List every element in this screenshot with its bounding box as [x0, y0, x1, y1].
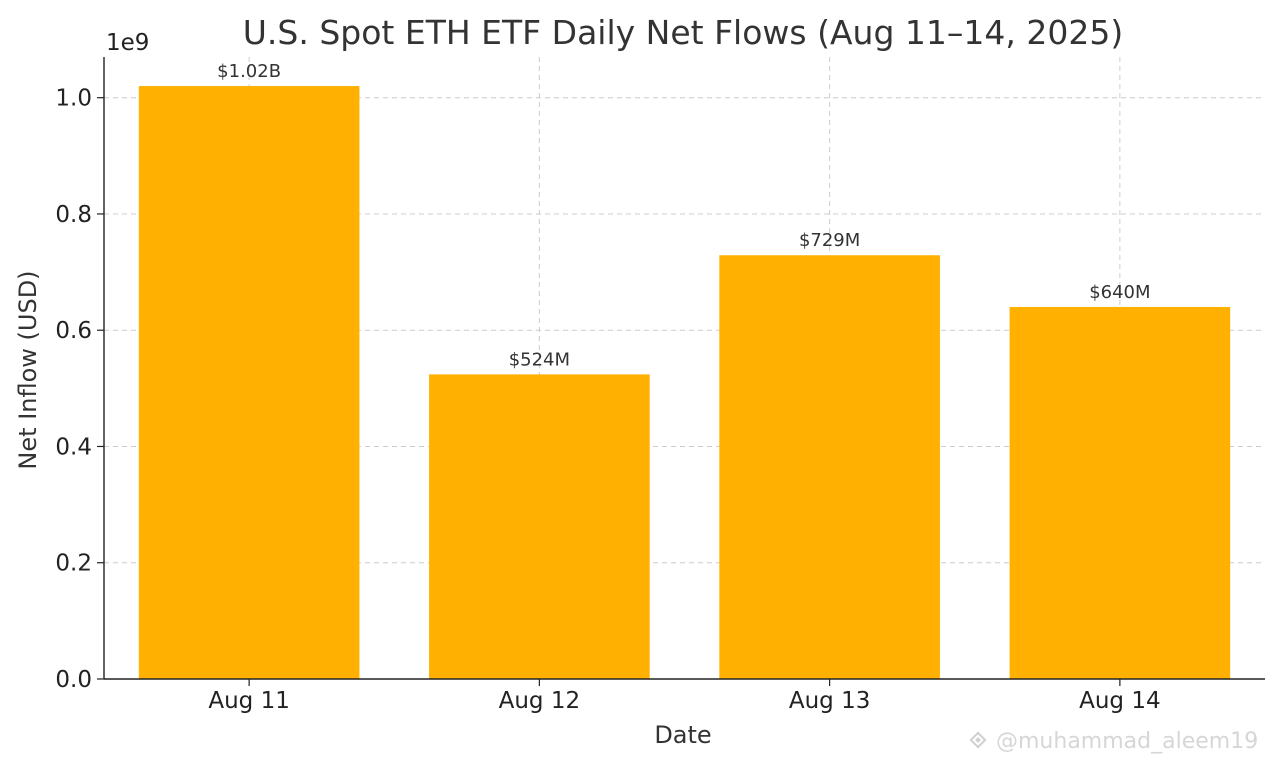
y-axis-label: Net Inflow (USD)	[14, 270, 42, 469]
data-labels: $1.02B $524M $729M $640M	[217, 61, 1150, 370]
y-tick-label: 0.6	[55, 318, 92, 344]
watermark: @muhammad_aleem19	[969, 729, 1258, 754]
x-tick-label: Aug 14	[1079, 688, 1161, 714]
x-tick-label: Aug 11	[208, 688, 290, 714]
x-axis-label: Date	[654, 721, 711, 749]
bar-aug-14	[1009, 306, 1231, 679]
data-label: $729M	[799, 230, 860, 251]
binance-logo-icon	[969, 731, 987, 749]
y-tick-label: 0.2	[55, 551, 92, 577]
bar-aug-11	[138, 86, 360, 679]
x-tick-label: Aug 12	[499, 688, 581, 714]
data-label: $524M	[509, 349, 570, 370]
y-tick-label: 0.0	[55, 667, 92, 693]
watermark-text: @muhammad_aleem19	[996, 729, 1258, 754]
bars	[138, 86, 1231, 679]
y-offset-label: 1e9	[106, 30, 149, 56]
bar-aug-12	[429, 374, 650, 679]
y-tick-label: 0.4	[55, 434, 92, 460]
axes	[103, 57, 1265, 680]
x-tick-label: Aug 13	[789, 688, 871, 714]
data-label: $640M	[1089, 282, 1150, 303]
x-ticks: Aug 11 Aug 12 Aug 13 Aug 14	[208, 679, 1161, 714]
y-tick-label: 0.8	[55, 202, 92, 228]
data-label: $1.02B	[217, 61, 281, 82]
chart-title: U.S. Spot ETH ETF Daily Net Flows (Aug 1…	[243, 13, 1123, 52]
bar-aug-13	[719, 255, 940, 679]
y-tick-label: 1.0	[55, 86, 92, 112]
y-ticks: 0.0 0.2 0.4 0.6 0.8 1.0	[55, 86, 104, 693]
